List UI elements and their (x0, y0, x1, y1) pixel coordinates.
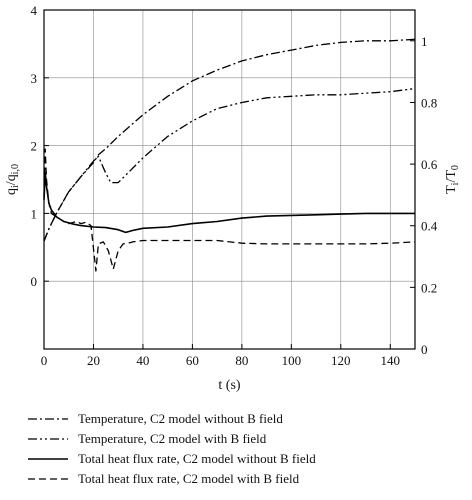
series-line-temperature-without-b (43, 38, 416, 242)
series-line-temperature-with-b (43, 87, 416, 242)
y-axis-right-label: Ti/T0 (444, 165, 461, 194)
y-left-label-slash: /q (4, 174, 19, 185)
x-tick-label: 80 (235, 353, 248, 368)
plot-frame (43, 9, 416, 350)
y-right-tick-label: 0.4 (421, 219, 438, 234)
legend-label-heat-flux-with-b: Total heat flux rate, C2 model with B fi… (78, 471, 300, 486)
x-tick-label: 120 (331, 353, 351, 368)
y-left-tick-label: 0 (31, 274, 38, 289)
y-right-label-sub: i (450, 182, 461, 185)
grid (44, 10, 415, 349)
y-left-label-sub2: i,0 (10, 164, 21, 174)
y-left-label-main: q (4, 188, 19, 195)
x-tick-label: 0 (41, 353, 48, 368)
series-group (43, 38, 416, 272)
series-line-heat-flux-with-b (43, 148, 416, 272)
x-tick-label: 60 (186, 353, 199, 368)
x-axis-label: t (s) (218, 378, 241, 393)
legend-label-heat-flux-without-b: Total heat flux rate, C2 model without B… (78, 451, 316, 466)
y-right-tick-label: 0.8 (421, 95, 437, 110)
y-left-label-sub: i (10, 185, 21, 188)
y-right-label-slash: /T (444, 170, 459, 183)
legend-label-temperature-without-b: Temperature, C2 model without B field (78, 411, 283, 426)
y-right-tick-label: 0.2 (421, 280, 437, 295)
y-left-tick-label: 4 (31, 3, 38, 18)
y-axis-left-label: qi/qi,0 (4, 164, 21, 195)
series-line-heat-flux-without-b (43, 171, 415, 234)
y-right-tick-label: 0 (421, 342, 428, 357)
x-tick-label: 20 (87, 353, 100, 368)
legend-label-temperature-with-b: Temperature, C2 model with B field (78, 431, 267, 446)
x-tick-label: 100 (282, 353, 302, 368)
legend: Temperature, C2 model without B field Tem… (28, 411, 316, 486)
y-right-tick-label: 1 (421, 34, 428, 49)
y-right-label-sub2: 0 (450, 165, 461, 170)
y-left-tick-label: 3 (31, 71, 38, 86)
y-left-tick-label: 2 (31, 139, 38, 154)
y-left-tick-label: 1 (31, 206, 38, 221)
y-right-label-main: T (444, 185, 459, 194)
x-tick-label: 140 (381, 353, 401, 368)
y-right-tick-label: 0.6 (421, 157, 438, 172)
x-tick-label: 40 (136, 353, 149, 368)
